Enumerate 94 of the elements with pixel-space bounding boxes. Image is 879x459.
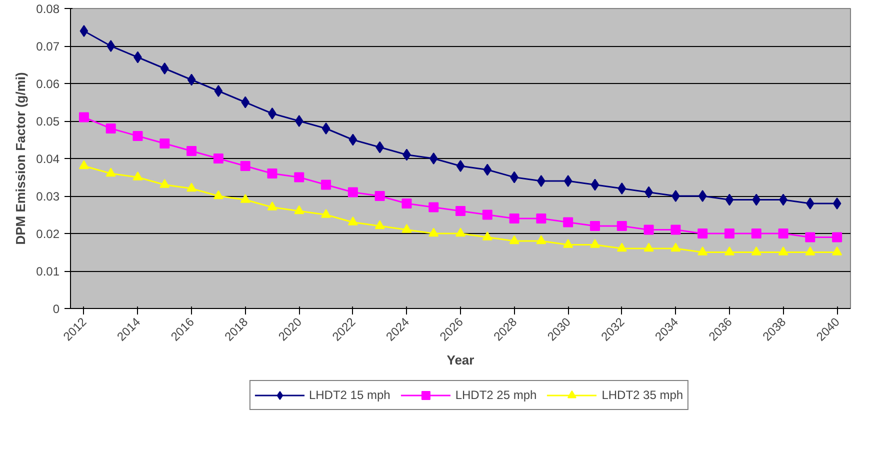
- point: [268, 108, 276, 120]
- point: [267, 202, 278, 210]
- y-axis-title: DPM Emission Factor (g/mi): [13, 72, 28, 245]
- point: [322, 122, 330, 134]
- point: [590, 239, 600, 248]
- point: [428, 228, 439, 237]
- point: [832, 246, 842, 256]
- legend-label: LHDT2 25 mph: [455, 388, 537, 402]
- point: [240, 194, 250, 203]
- point: [590, 221, 600, 231]
- point: [214, 85, 223, 97]
- point: [672, 190, 680, 202]
- point: [618, 182, 626, 194]
- point: [724, 228, 734, 238]
- legend-label: LHDT2 15 mph: [308, 388, 390, 402]
- point: [670, 242, 681, 252]
- point: [832, 232, 842, 242]
- point: [698, 190, 707, 202]
- point: [294, 205, 304, 214]
- point: [725, 194, 734, 206]
- point: [778, 228, 788, 238]
- point: [429, 152, 438, 164]
- y-tick-label: 0.02: [36, 227, 60, 241]
- point: [348, 187, 358, 198]
- point: [509, 235, 520, 244]
- point: [456, 206, 466, 216]
- point: [213, 154, 224, 164]
- point: [348, 134, 358, 146]
- point: [483, 164, 492, 176]
- point: [644, 242, 654, 252]
- point: [536, 235, 546, 244]
- point: [106, 40, 116, 52]
- point: [186, 146, 197, 156]
- point: [590, 178, 600, 191]
- point: [805, 246, 816, 256]
- point: [564, 175, 572, 187]
- y-tick-label: 0.01: [36, 264, 60, 278]
- point: [402, 198, 412, 208]
- y-tick-label: 0.04: [36, 152, 60, 166]
- point: [240, 161, 250, 171]
- point: [563, 217, 574, 228]
- point: [428, 202, 439, 212]
- point: [160, 138, 170, 148]
- y-tick-label: 0: [52, 302, 60, 316]
- y-tick-label: 0.06: [36, 77, 60, 91]
- point: [751, 246, 762, 256]
- point: [724, 246, 734, 256]
- point: [78, 112, 89, 122]
- point: [752, 194, 761, 206]
- point: [698, 246, 708, 256]
- point: [482, 232, 492, 240]
- point: [267, 168, 278, 178]
- point: [616, 221, 627, 231]
- point: [132, 172, 143, 180]
- point: [644, 224, 654, 235]
- point: [374, 220, 385, 230]
- y-tick-label: 0.03: [36, 190, 60, 204]
- point: [670, 224, 681, 235]
- point: [160, 62, 169, 74]
- point: [805, 232, 816, 242]
- point: [456, 160, 465, 172]
- point: [537, 175, 546, 187]
- y-tick-label: 0.07: [36, 40, 60, 54]
- point: [698, 228, 708, 238]
- point: [616, 242, 627, 252]
- point: [132, 131, 143, 141]
- point: [374, 191, 385, 201]
- point: [778, 246, 788, 256]
- point: [186, 182, 197, 192]
- point: [563, 239, 574, 248]
- point: [751, 228, 762, 238]
- y-tick-label: 0.08: [36, 2, 60, 16]
- point: [187, 74, 196, 86]
- point: [106, 124, 116, 134]
- point: [294, 172, 304, 182]
- point: [536, 214, 546, 224]
- point: [348, 216, 358, 226]
- x-axis-title: Year: [446, 352, 474, 368]
- point: [80, 25, 88, 37]
- legend-label: LHDT2 35 mph: [602, 388, 684, 402]
- point: [456, 228, 466, 237]
- point: [806, 198, 814, 210]
- point: [321, 209, 332, 218]
- point: [509, 214, 520, 224]
- point: [294, 115, 304, 127]
- point: [213, 190, 224, 200]
- y-tick-label: 0.05: [36, 114, 60, 128]
- point: [321, 180, 332, 190]
- point: [832, 198, 842, 210]
- point: [482, 210, 492, 220]
- point: [78, 160, 89, 170]
- point: [402, 224, 412, 233]
- point: [106, 168, 116, 177]
- point: [160, 179, 170, 188]
